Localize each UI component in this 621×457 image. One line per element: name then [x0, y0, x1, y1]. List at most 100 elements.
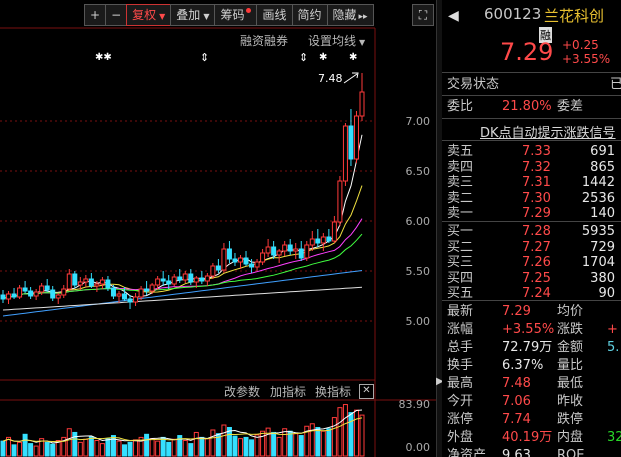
volume-bar [83, 438, 89, 457]
sell-level-row: 卖一 7.29 140 [442, 205, 621, 222]
candle-body [149, 284, 155, 292]
stat-row: 涨停 7.74 跌停 [442, 411, 621, 428]
stat-row: 今开 7.06 昨收 [442, 393, 621, 410]
fuquan-button[interactable]: 复权 ▼ [126, 4, 172, 26]
volume-bar [44, 441, 50, 457]
volume-bar [298, 435, 304, 457]
moving-average-line [2, 218, 363, 300]
chevron-down-icon: ▼ [203, 12, 210, 21]
volume-bar [309, 423, 315, 457]
stat-value: + [607, 322, 618, 337]
jianyue-button[interactable]: 简约 [291, 4, 328, 26]
divider [442, 95, 621, 96]
notification-dot-icon [246, 8, 252, 13]
updown-marker-icon[interactable]: ⇕ [299, 51, 309, 64]
collapse-panel-handle[interactable]: ▶ [436, 376, 444, 396]
moving-average-line [2, 233, 363, 300]
volume-bar [326, 428, 332, 457]
volume-bar [342, 404, 348, 457]
stat-value: 40.19万 [502, 430, 553, 445]
stat-label: 今开 [447, 394, 474, 409]
stat-value: 72.79万 [502, 340, 553, 355]
candle-body [28, 290, 34, 297]
event-marker[interactable]: ✱ [349, 52, 358, 63]
level-price: 7.28 [522, 224, 551, 239]
level-volume: 1704 [581, 255, 615, 270]
annotation-arrow-icon [343, 72, 359, 84]
level-price: 7.31 [522, 175, 551, 190]
candle-body [293, 248, 299, 252]
stat-label: 量比 [557, 358, 584, 373]
candle-body [210, 265, 216, 277]
candle-body [249, 263, 255, 268]
stat-row: 最新 7.29 均价 [442, 303, 621, 320]
candle-body [166, 280, 172, 285]
level-volume: 90 [598, 286, 615, 301]
volume-bar [304, 425, 310, 457]
level-label: 卖四 [447, 159, 474, 175]
yincang-button[interactable]: 隐藏 ▸▸ [326, 4, 374, 26]
stat-label: 总手 [447, 340, 474, 355]
candle-body [298, 248, 304, 259]
ma-settings-link[interactable]: 设置均线 ▼ [308, 32, 365, 49]
candle-body [326, 236, 332, 242]
event-marker[interactable]: ✱ [319, 52, 328, 63]
volume-bar [110, 435, 116, 457]
candle-body [226, 248, 232, 260]
updown-marker-icon[interactable]: ⇕ [200, 51, 210, 64]
candle-body [94, 283, 100, 287]
add-indicator-button[interactable]: 加指标 [270, 385, 307, 399]
volume-bar [116, 440, 122, 457]
volume-bar [221, 424, 227, 457]
level-volume: 380 [590, 270, 615, 286]
candle-body [348, 125, 354, 160]
candle-body [177, 276, 183, 281]
volume-bar [133, 439, 139, 457]
level-price: 7.24 [522, 286, 551, 301]
fullscreen-button[interactable]: ⛶ [412, 4, 434, 26]
level-volume: 1442 [581, 175, 615, 190]
close-indicator-button[interactable]: ✕ [359, 384, 374, 399]
kline-chart[interactable]: + − 复权 ▼ 叠加 ▼ 筹码 画线 简约 隐藏 ▸▸ ⛶ 融资融券 设置均线 ▼ ✱… [0, 0, 436, 457]
fullscreen-icon: ⛶ [418, 8, 428, 22]
ma-settings-label: 设置均线 [308, 34, 357, 48]
candlestick-plot [0, 27, 436, 457]
switch-indicator-button[interactable]: 换指标 [315, 385, 352, 399]
sell-level-row: 卖三 7.31 1442 [442, 174, 621, 191]
event-marker[interactable]: ✱✱ [95, 52, 112, 63]
candle-body [61, 288, 67, 296]
change-params-button[interactable]: 改参数 [224, 385, 261, 399]
chevron-down-icon: ▼ [159, 12, 166, 21]
volume-bar [72, 431, 78, 457]
change-amount: +0.25 [562, 38, 599, 52]
volume-bar [138, 436, 144, 457]
stat-row: 换手 6.37% 量比 [442, 357, 621, 374]
volume-bar [66, 428, 72, 457]
back-arrow-icon[interactable]: ◀ [448, 8, 459, 24]
chouma-button[interactable]: 筹码 [214, 4, 258, 26]
chevron-right-icon: ▶ [436, 376, 444, 387]
close-icon: ✕ [362, 385, 371, 396]
candle-body [271, 246, 277, 256]
stock-name[interactable]: 兰花科创 [544, 7, 605, 25]
double-chevron-right-icon: ▸▸ [358, 12, 368, 22]
candle-body [243, 257, 249, 265]
level-price: 7.33 [522, 144, 551, 159]
stat-label: 跌停 [557, 412, 584, 427]
margin-trading-link[interactable]: 融资融券 [240, 34, 289, 48]
volume-bar [182, 440, 188, 457]
level-label: 卖三 [447, 175, 474, 190]
stat-label: 金额 [557, 340, 584, 355]
volume-bar [122, 444, 128, 457]
divider [442, 72, 621, 73]
candle-body [276, 250, 282, 256]
level-label: 卖二 [447, 190, 474, 206]
candle-body [77, 281, 83, 286]
dk-signal-link[interactable]: DK点自动提示涨跌信号 [480, 126, 616, 141]
price-tick: 5.50 [405, 265, 431, 278]
level-volume: 865 [590, 159, 615, 175]
huaxian-button[interactable]: 画线 [256, 4, 293, 26]
volume-bar [11, 444, 17, 457]
candle-body [105, 279, 111, 289]
candle-body [155, 278, 161, 286]
